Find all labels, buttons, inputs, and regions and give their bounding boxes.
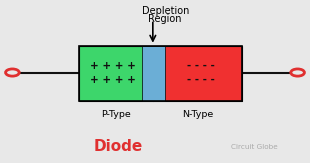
- Text: P-Type: P-Type: [101, 110, 131, 119]
- Text: - - - -: - - - -: [187, 75, 215, 85]
- Bar: [142, 46, 165, 101]
- Text: Region: Region: [148, 14, 182, 24]
- Text: + + + +: + + + +: [90, 61, 136, 71]
- Bar: [79, 46, 153, 101]
- Bar: [79, 46, 242, 101]
- Text: Diode: Diode: [93, 139, 142, 154]
- Text: - - - -: - - - -: [187, 61, 215, 71]
- Text: N-Type: N-Type: [182, 110, 213, 119]
- Text: Circuit Globe: Circuit Globe: [231, 144, 277, 150]
- Circle shape: [6, 69, 19, 76]
- Bar: [153, 46, 242, 101]
- Text: Depletion: Depletion: [142, 6, 189, 16]
- Text: + + + +: + + + +: [90, 75, 136, 85]
- Circle shape: [291, 69, 304, 76]
